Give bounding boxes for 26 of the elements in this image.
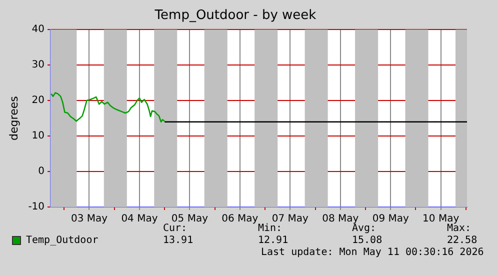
x-tick-label: 03 May (70, 214, 108, 225)
x-tick-label: 09 May (372, 214, 409, 225)
y-tick-label: 40 (32, 24, 45, 36)
text: Last update: Mon May 11 00:30:16 2026 (261, 247, 484, 258)
x-tick-label: 08 May (322, 214, 359, 225)
text: 12.91 (258, 235, 288, 246)
text: 22.58 (447, 235, 478, 246)
text: 15.08 (352, 235, 382, 246)
x-tick-label: 10 May (422, 214, 460, 225)
text: Max: (447, 223, 472, 234)
y-tick-label: 20 (32, 95, 45, 106)
text: Min: (258, 223, 282, 234)
y-tick-label: 30 (32, 60, 45, 71)
legend-label: Temp_Outdoor (26, 235, 98, 246)
x-tick-label: 04 May (121, 214, 158, 225)
text: Avg: (352, 223, 376, 234)
y-tick-label: 10 (32, 130, 45, 142)
x-tick-label: 06 May (222, 214, 258, 225)
y-tick-label: -10 (28, 202, 45, 213)
x-tick-label: 05 May (171, 214, 208, 225)
chart-title: Temp_Outdoor - by week (154, 8, 317, 24)
x-tick-label: 07 May (272, 214, 309, 225)
y-axis-title: degrees (7, 96, 20, 140)
text: Cur: (163, 223, 188, 234)
y-tick-label: 0 (38, 166, 45, 178)
text: 13.91 (163, 235, 194, 246)
